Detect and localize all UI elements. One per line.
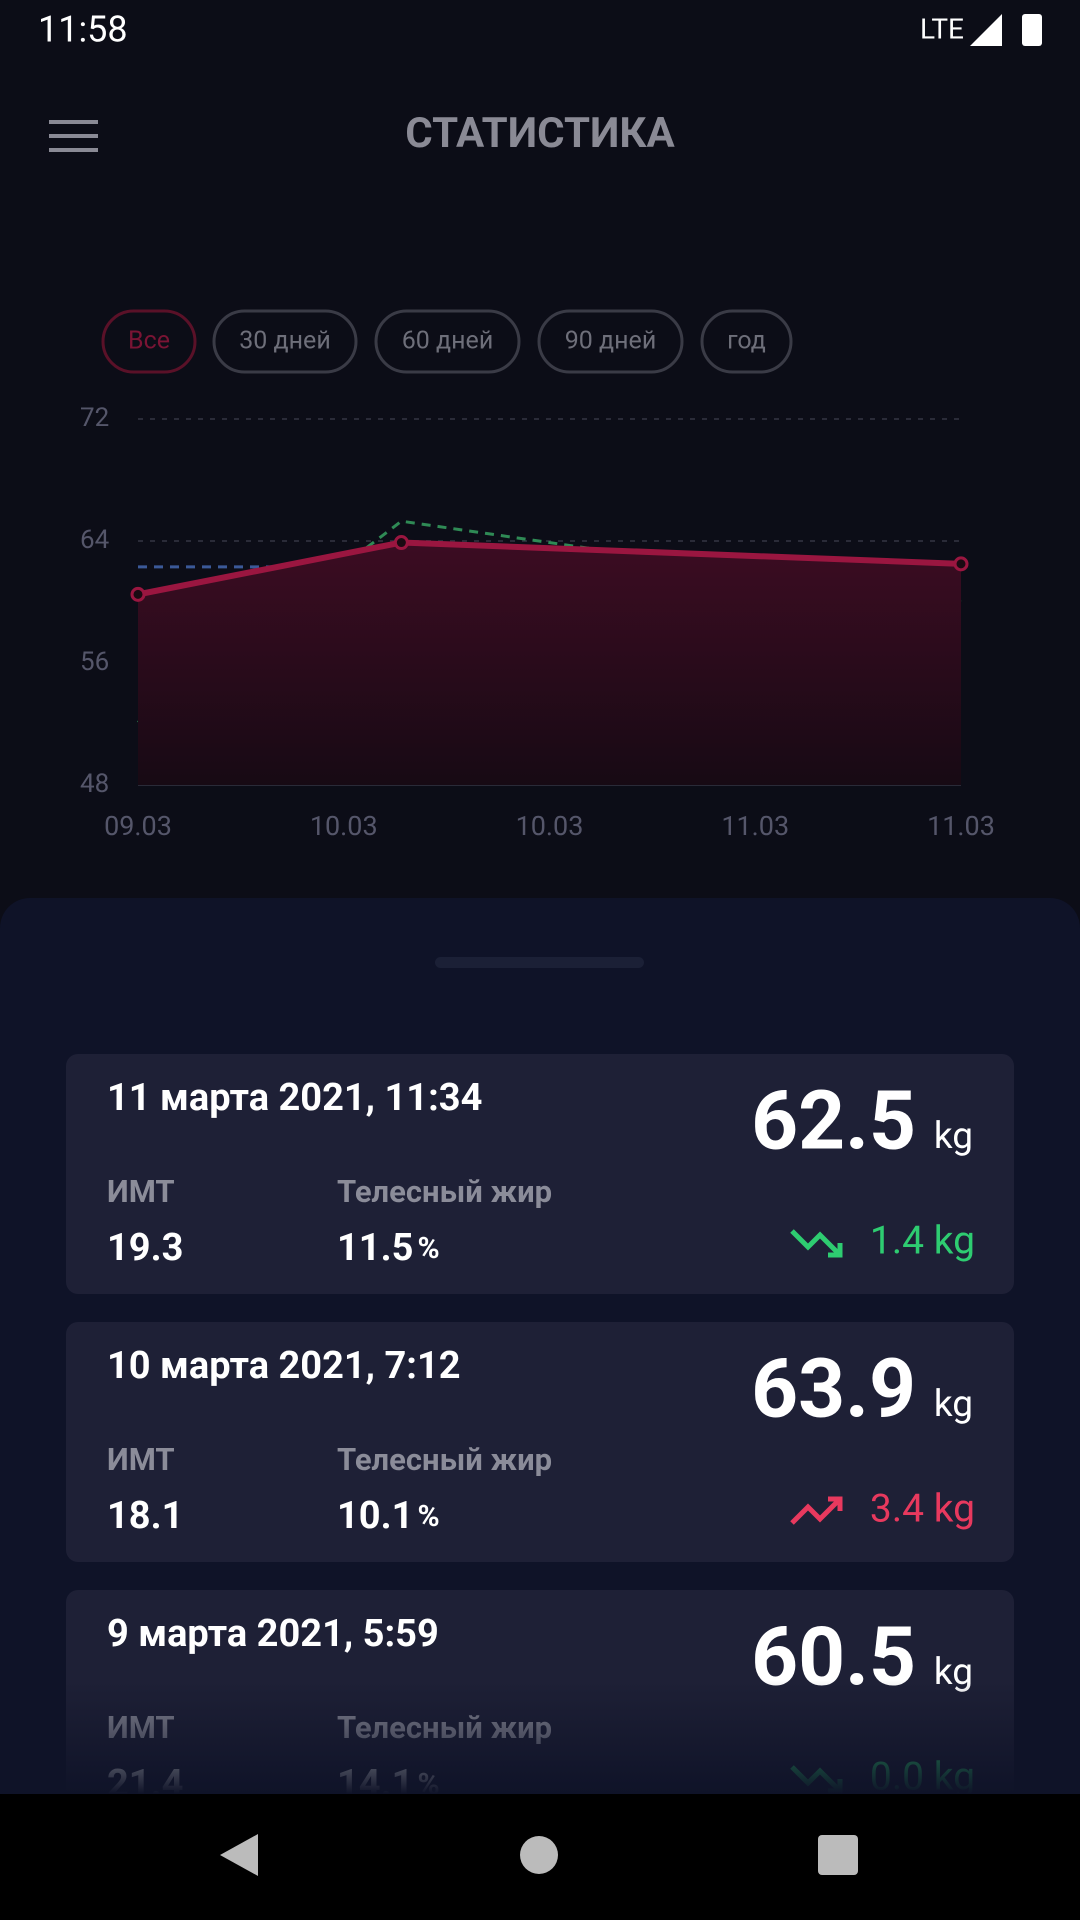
weight-unit: kg <box>934 1115 973 1158</box>
nav-back[interactable] <box>220 1834 258 1876</box>
chip-label: Все <box>128 327 170 356</box>
weight-unit: kg <box>934 1383 973 1426</box>
weight-card[interactable]: 10 марта 2021, 7:12 63.9 kg ИМТ 18.1 Телесный… <box>66 1322 1014 1562</box>
header-title: СТАТИСТИКА <box>405 109 675 158</box>
bmi-value: 18.1 <box>107 1494 183 1538</box>
fat-unit: % <box>417 1499 439 1534</box>
menu-button[interactable] <box>49 120 98 152</box>
y-tick-label: 56 <box>80 647 109 677</box>
status-time: 11:58 <box>38 9 128 51</box>
chip-outline <box>374 309 521 374</box>
data-point <box>393 535 409 551</box>
x-tick-label: 09.03 <box>104 810 172 842</box>
x-tick-label: 11.03 <box>927 810 995 842</box>
chip-label: год <box>727 327 766 356</box>
trend-icon <box>790 1496 843 1525</box>
chip-outline <box>101 309 197 374</box>
filter-chip[interactable]: год <box>700 309 793 374</box>
sheet-handle[interactable] <box>435 957 644 968</box>
data-point <box>953 556 969 572</box>
chip-label: 90 дней <box>565 327 657 356</box>
bmi-label: ИМТ <box>107 1173 175 1210</box>
bmi-label: ИМТ <box>107 1441 175 1478</box>
fat-number: 10.1 <box>337 1494 413 1538</box>
fat-number: 11.5 <box>337 1226 413 1270</box>
x-tick-label: 11.03 <box>721 810 789 842</box>
x-tick-label: 10.03 <box>310 810 378 842</box>
weight-card[interactable]: 11 марта 2021, 11:34 62.5 kg ИМТ 19.3 Телесны… <box>66 1054 1014 1294</box>
trend-icon <box>790 1229 843 1258</box>
card-weight: 62.5 <box>751 1074 916 1170</box>
chip-label: 60 дней <box>402 327 494 356</box>
filter-chip[interactable]: Все <box>101 309 197 374</box>
chip-outline <box>537 309 684 374</box>
y-tick-label: 72 <box>80 403 109 433</box>
fat-unit: % <box>417 1231 439 1266</box>
fade-overlay <box>0 1680 1080 1794</box>
filter-chip[interactable]: 60 дней <box>374 309 521 374</box>
nav-recents[interactable] <box>818 1835 858 1875</box>
area-fill <box>138 542 961 785</box>
card-date: 9 марта 2021, 5:59 <box>107 1612 439 1656</box>
fat-label: Телесный жир <box>337 1173 552 1210</box>
fat-label: Телесный жир <box>337 1441 552 1478</box>
filter-chip[interactable]: 90 дней <box>537 309 684 374</box>
chip-label: 30 дней <box>239 327 331 356</box>
chip-outline <box>700 309 793 374</box>
bmi-value: 19.3 <box>107 1226 183 1270</box>
card-date: 10 марта 2021, 7:12 <box>107 1344 461 1388</box>
data-point <box>130 586 146 602</box>
weight-change: 1.4 kg <box>870 1217 975 1263</box>
filter-chip[interactable]: 30 дней <box>212 309 358 374</box>
fat-value: 10.1% <box>337 1494 440 1538</box>
status-network: LTE <box>920 12 964 45</box>
battery-icon <box>1022 14 1042 46</box>
weight-change: 3.4 kg <box>870 1485 975 1531</box>
fat-value: 11.5% <box>337 1226 440 1270</box>
y-tick-label: 48 <box>80 769 109 799</box>
card-bg <box>66 1054 1014 1294</box>
x-tick-label: 10.03 <box>516 810 584 842</box>
chip-outline <box>212 309 358 374</box>
nav-home[interactable] <box>520 1836 558 1874</box>
card-weight: 63.9 <box>751 1342 916 1438</box>
y-tick-label: 64 <box>80 525 110 555</box>
card-date: 11 марта 2021, 11:34 <box>107 1076 482 1120</box>
signal-icon <box>970 14 1002 46</box>
card-bg <box>66 1322 1014 1562</box>
